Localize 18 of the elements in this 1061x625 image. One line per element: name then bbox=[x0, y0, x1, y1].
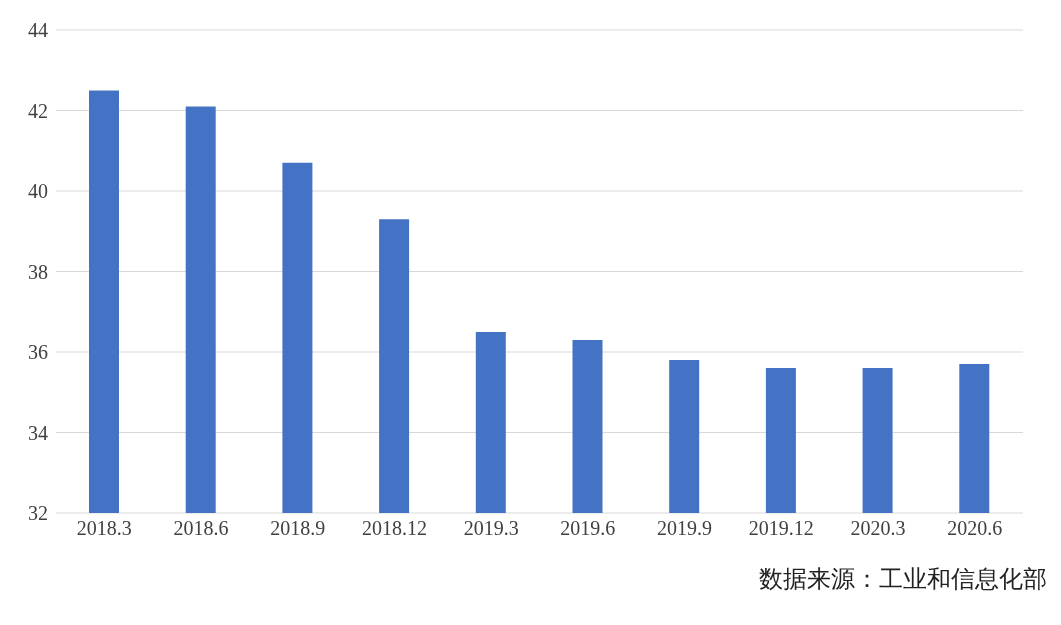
y-tick-label: 34 bbox=[28, 421, 48, 444]
y-tick-label: 36 bbox=[28, 341, 48, 364]
x-tick-label: 2020.6 bbox=[947, 517, 1003, 540]
x-tick-label: 2020.3 bbox=[850, 517, 906, 540]
x-tick-label: 2019.12 bbox=[748, 517, 814, 540]
source-note: 数据来源：工业和信息化部 bbox=[758, 564, 1048, 595]
y-tick-label: 38 bbox=[28, 260, 48, 283]
x-tick-label: 2019.6 bbox=[560, 517, 616, 540]
y-tick-label: 40 bbox=[28, 180, 48, 203]
x-tick-label: 2019.3 bbox=[463, 517, 519, 540]
y-tick-label: 32 bbox=[28, 502, 48, 525]
x-tick-label: 2018.3 bbox=[76, 517, 132, 540]
x-tick-label: 2019.9 bbox=[657, 517, 713, 540]
y-tick-label: 44 bbox=[28, 19, 48, 42]
y-tick-label: 42 bbox=[28, 99, 48, 122]
x-tick-label: 2018.9 bbox=[270, 517, 326, 540]
x-tick-label: 2018.6 bbox=[173, 517, 229, 540]
x-tick-label: 2018.12 bbox=[361, 517, 427, 540]
